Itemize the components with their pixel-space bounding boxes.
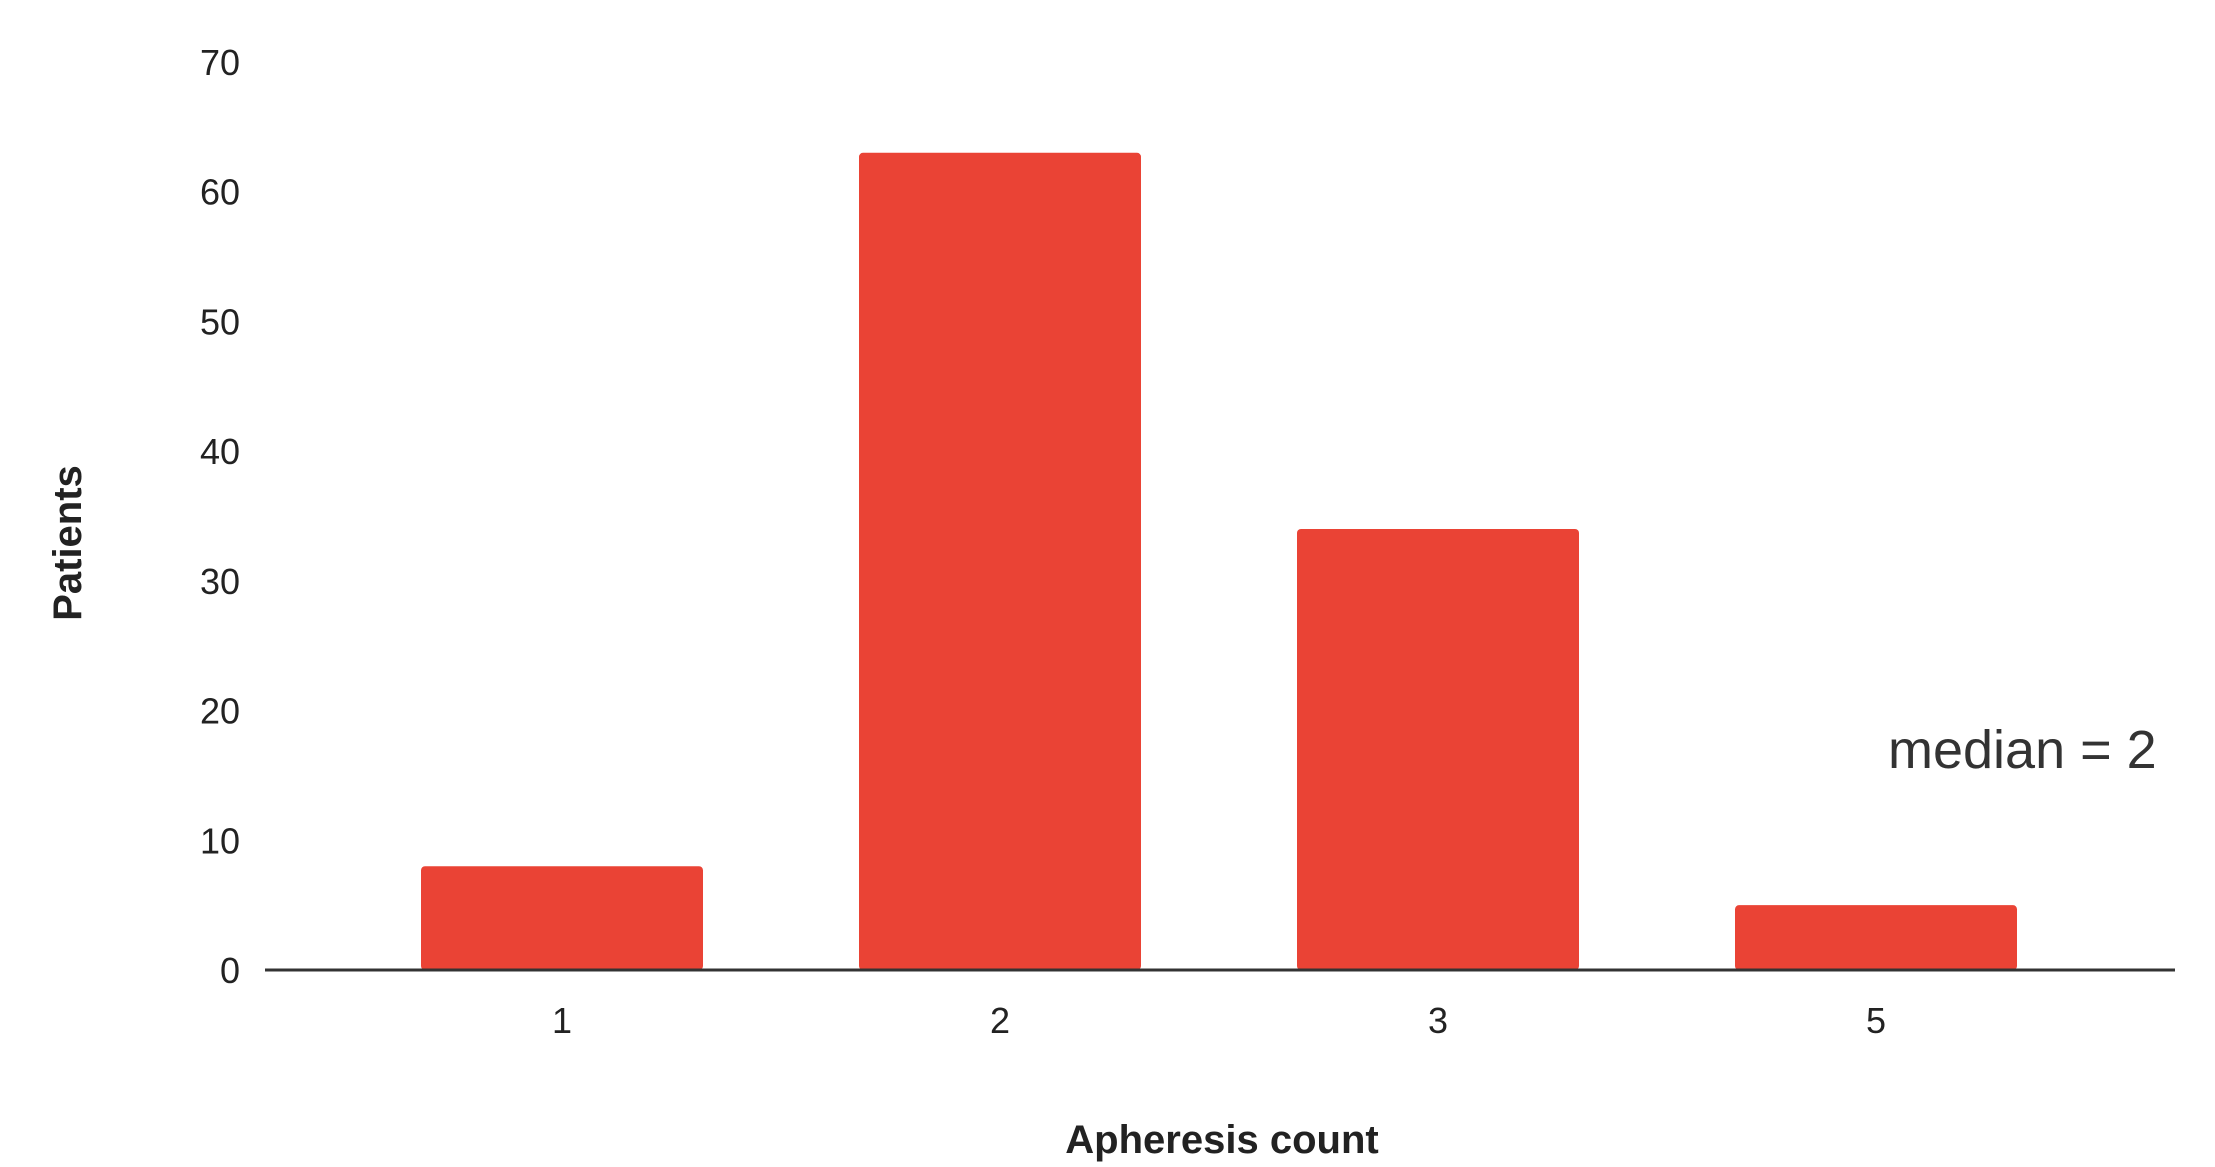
bar: [1297, 528, 1579, 970]
bar: [859, 152, 1141, 971]
y-tick-label: 30: [200, 561, 240, 602]
median-annotation: median = 2: [1888, 720, 2157, 780]
x-tick-label: 5: [1866, 1000, 1886, 1041]
x-tick-label: 3: [1428, 1000, 1448, 1041]
y-tick-label: 0: [220, 950, 240, 991]
y-tick-label: 70: [200, 42, 240, 83]
x-tick-label: 1: [552, 1000, 572, 1041]
bar: [421, 866, 703, 970]
y-tick-label: 40: [200, 431, 240, 472]
y-tick-label: 10: [200, 820, 240, 861]
x-axis-title: Apheresis count: [1065, 1118, 1378, 1162]
y-tick-label: 50: [200, 301, 240, 342]
y-tick-label: 20: [200, 691, 240, 732]
y-axis-ticks: 0 10 20 30 40 50 60 70: [200, 42, 240, 991]
y-axis-title: Patients: [46, 465, 90, 621]
x-tick-label: 2: [990, 1000, 1010, 1041]
bars: [421, 152, 2017, 971]
y-tick-label: 60: [200, 172, 240, 213]
bar: [1735, 905, 2017, 970]
x-axis-ticks: 1 2 3 5: [552, 1000, 1886, 1041]
